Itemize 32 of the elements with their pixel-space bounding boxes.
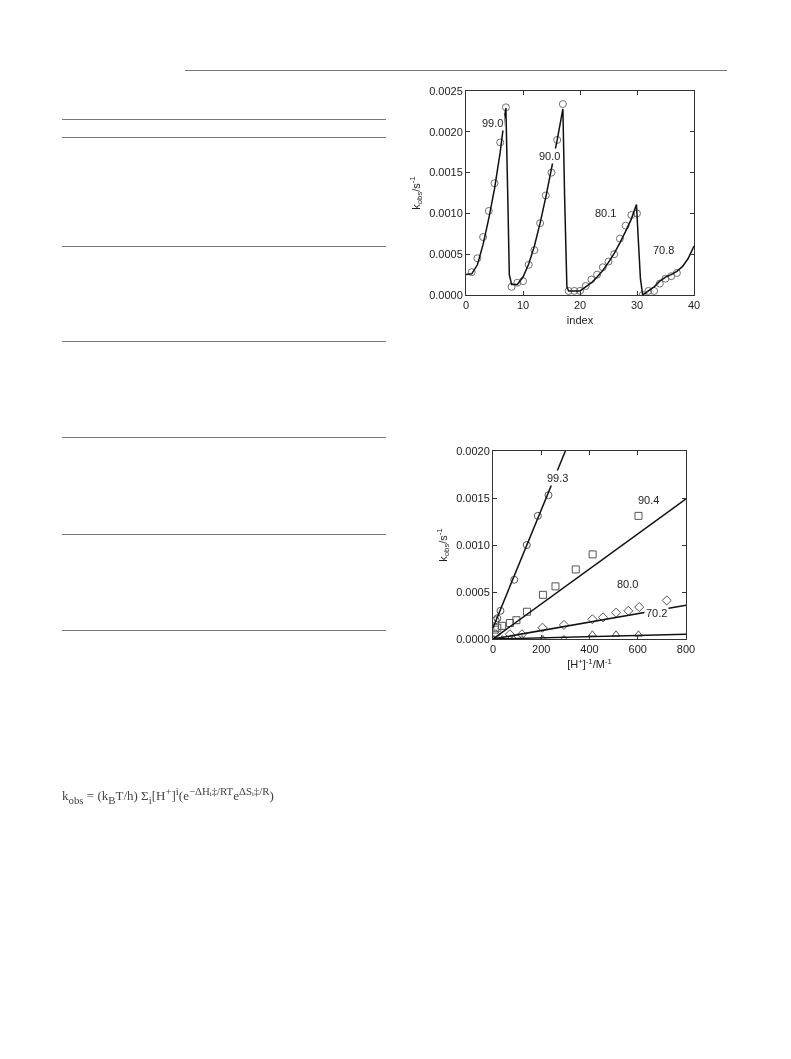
y-tick-label: 0.0005 — [456, 585, 490, 598]
annotation: 99.3 — [547, 472, 569, 484]
x-tick-label: 0 — [462, 299, 470, 312]
x-tick-label: 200 — [532, 643, 551, 656]
y-tick-label: 0.0015 — [429, 166, 463, 179]
x-tick-label: 20 — [573, 299, 587, 312]
annotation: 80.1 — [595, 207, 617, 219]
x-tick-label: 40 — [687, 299, 701, 312]
annotation: 99.0 — [482, 117, 504, 129]
x-tick-label: 600 — [628, 643, 647, 656]
y-tick-label: 0.0000 — [456, 632, 490, 645]
y-tick-label: 0.0010 — [456, 538, 490, 551]
x-axis-title: index — [566, 314, 594, 327]
annotation: 90.0 — [539, 150, 561, 162]
x-tick-label: 10 — [516, 299, 530, 312]
annotation: 90.4 — [638, 494, 660, 506]
y-tick-label: 0.0010 — [429, 207, 463, 220]
annotation: 70.2 — [646, 607, 668, 619]
y-tick-label: 0.0020 — [456, 444, 490, 457]
y-tick-label: 0.0000 — [429, 288, 463, 301]
text: k$_{obs}$ = (k$_{B}$T/h) Σ$_{i}$[H$^{+}$]$^{i}$(e$^{−ΔHᵢ‡/RT}$e$^{ΔSᵢ‡/R}$) — [62, 785, 274, 806]
annotation: 80.0 — [617, 578, 639, 590]
y-tick-label: 0.0015 — [456, 491, 490, 504]
x-tick-label: 400 — [580, 643, 599, 656]
annotation: 70.8 — [653, 244, 675, 256]
x-tick-label: 30 — [630, 299, 644, 312]
y-tick-label: 0.0005 — [429, 248, 463, 261]
y-tick-label: 0.0025 — [429, 84, 463, 97]
y-tick-label: 0.0020 — [429, 125, 463, 138]
x-tick-label: 0 — [489, 643, 497, 656]
x-tick-label: 800 — [676, 643, 696, 656]
x-axis-title: [H$^{+}$]$^{-1}$/M$^{-1}$ — [567, 656, 612, 671]
